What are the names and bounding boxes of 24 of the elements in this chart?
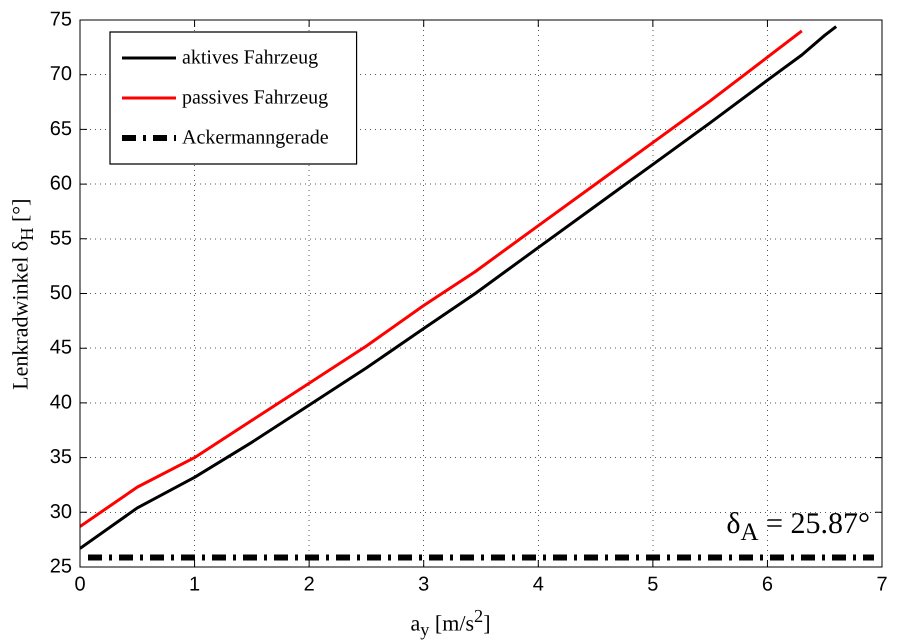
- y-tick-label: 65: [50, 118, 72, 140]
- y-tick-label: 45: [50, 336, 72, 359]
- y-tick-label: 75: [50, 8, 72, 31]
- annotation: δ$_{A}$ = 25.87°: [726, 507, 870, 548]
- y-tick-label: 50: [50, 282, 72, 304]
- y-tick-label: 35: [50, 446, 72, 468]
- y-tick-label: 60: [50, 172, 72, 195]
- x-tick-label: 2: [304, 574, 315, 596]
- y-tick-label: 55: [50, 227, 72, 250]
- x-tick-label: 3: [418, 574, 430, 596]
- legend-label: aktives Fahrzeug: [182, 46, 318, 68]
- legend-label: Ackermanngerade: [182, 126, 329, 148]
- y-tick-label: 40: [50, 391, 72, 414]
- x-tick-label: 0: [74, 574, 86, 596]
- x-tick-label: 5: [647, 574, 658, 596]
- x-tick-label: 4: [532, 574, 544, 596]
- y-tick-label: 25: [50, 556, 72, 578]
- x-axis-title: a$_{y}$ [m/s$^{2}$]: [409, 606, 492, 641]
- y-tick-label: 70: [50, 63, 72, 86]
- x-tick-label: 6: [762, 574, 773, 596]
- legend-label: passives Fahrzeug: [182, 86, 328, 108]
- y-tick-label: 30: [50, 500, 72, 523]
- x-tick-label: 1: [189, 574, 200, 596]
- x-tick-label: 7: [876, 574, 888, 596]
